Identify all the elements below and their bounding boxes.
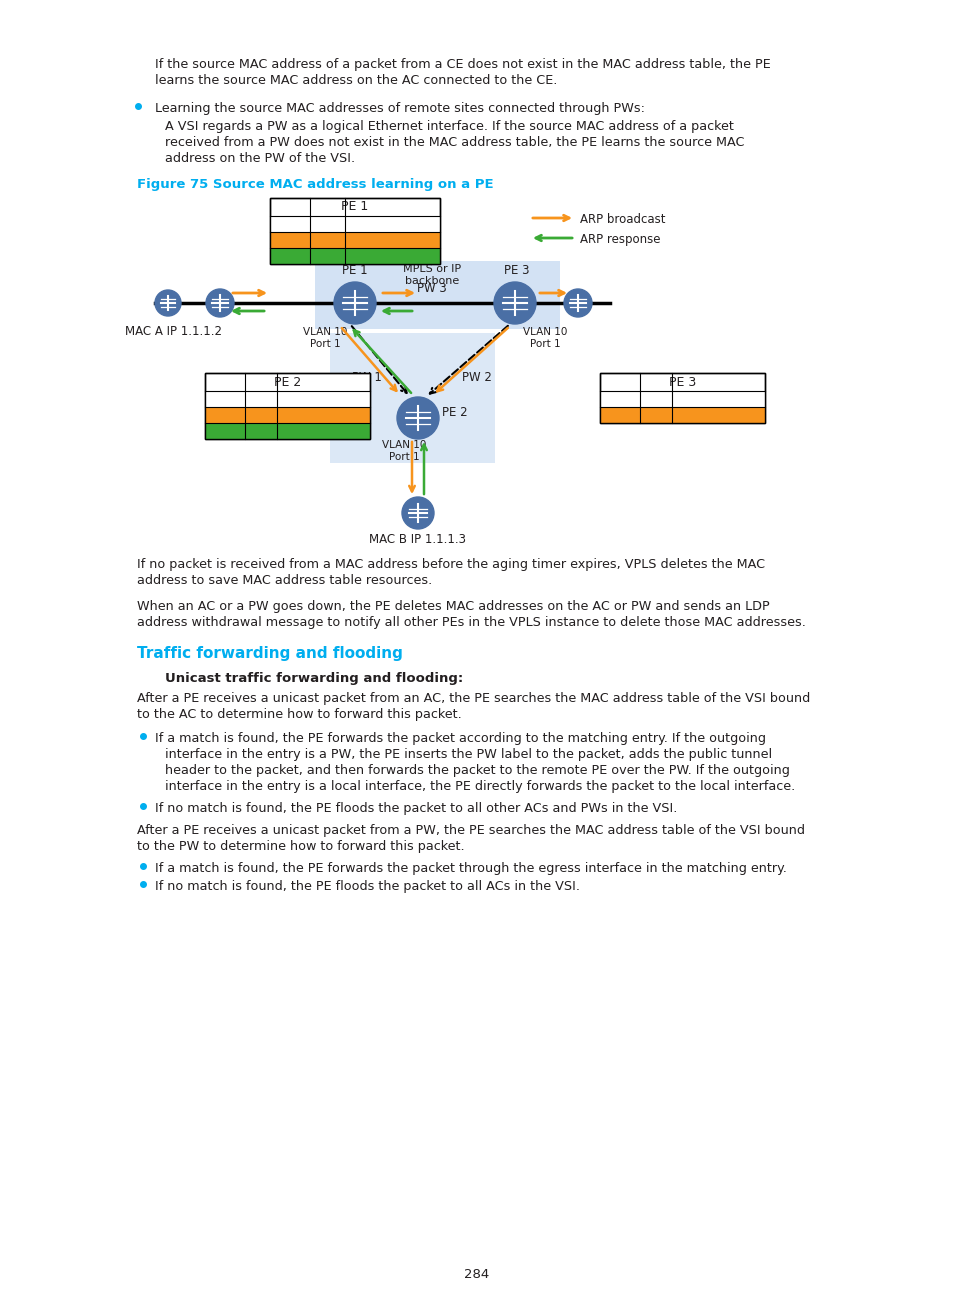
Bar xyxy=(270,198,439,264)
Text: received from a PW does not exist in the MAC address table, the PE learns the so: received from a PW does not exist in the… xyxy=(165,136,743,149)
Circle shape xyxy=(563,289,592,318)
Bar xyxy=(599,407,764,422)
Text: A VSI regards a PW as a logical Ethernet interface. If the source MAC address of: A VSI regards a PW as a logical Ethernet… xyxy=(165,121,733,133)
Text: ARP broadcast: ARP broadcast xyxy=(579,213,665,226)
Text: Vlan 10, port 1: Vlan 10, port 1 xyxy=(351,235,434,245)
Text: VPN 1: VPN 1 xyxy=(209,426,241,435)
Bar xyxy=(205,422,370,439)
Text: PE 2: PE 2 xyxy=(441,406,467,419)
Text: If no match is found, the PE floods the packet to all other ACs and PWs in the V: If no match is found, the PE floods the … xyxy=(154,802,677,815)
Text: header to the packet, and then forwards the packet to the remote PE over the PW.: header to the packet, and then forwards … xyxy=(165,765,789,778)
Text: VLAN 10
Port 1: VLAN 10 Port 1 xyxy=(381,441,426,461)
Bar xyxy=(205,373,370,439)
Bar xyxy=(205,373,370,439)
Text: If a match is found, the PE forwards the packet according to the matching entry.: If a match is found, the PE forwards the… xyxy=(154,732,765,745)
Circle shape xyxy=(154,290,181,316)
Text: If a match is found, the PE forwards the packet through the egress interface in : If a match is found, the PE forwards the… xyxy=(154,862,786,875)
Text: Port: Port xyxy=(707,394,729,404)
Text: ARP response: ARP response xyxy=(579,233,659,246)
Text: A: A xyxy=(257,410,265,420)
Text: Port: Port xyxy=(381,219,403,229)
Text: MAC: MAC xyxy=(643,394,667,404)
Text: VPN 1: VPN 1 xyxy=(603,410,636,420)
Text: PE 1: PE 1 xyxy=(342,264,368,277)
Text: B: B xyxy=(323,251,331,260)
Circle shape xyxy=(396,397,438,439)
Text: to the AC to determine how to forward this packet.: to the AC to determine how to forward th… xyxy=(137,708,461,721)
Text: interface in the entry is a PW, the PE inserts the PW label to the packet, adds : interface in the entry is a PW, the PE i… xyxy=(165,748,771,761)
Bar xyxy=(270,216,439,232)
Text: Port: Port xyxy=(313,394,334,404)
Text: Traffic forwarding and flooding: Traffic forwarding and flooding xyxy=(137,645,402,661)
Text: MAC: MAC xyxy=(314,219,339,229)
Circle shape xyxy=(206,289,233,318)
Text: PE 1: PE 1 xyxy=(341,201,368,214)
Circle shape xyxy=(334,283,375,324)
Text: to the PW to determine how to forward this packet.: to the PW to determine how to forward th… xyxy=(137,840,464,853)
Circle shape xyxy=(401,496,434,529)
Text: B: B xyxy=(257,426,265,435)
Text: MAC B IP 1.1.1.3: MAC B IP 1.1.1.3 xyxy=(369,533,466,546)
Text: PE 3: PE 3 xyxy=(668,376,696,389)
Text: interface in the entry is a local interface, the PE directly forwards the packet: interface in the entry is a local interf… xyxy=(165,780,795,793)
Text: PE 3: PE 3 xyxy=(504,264,529,277)
Text: PW 1: PW 1 xyxy=(310,410,337,420)
Text: PW 1: PW 1 xyxy=(352,371,381,384)
Text: PW 3: PW 3 xyxy=(416,283,446,295)
Bar xyxy=(205,407,370,422)
Bar xyxy=(599,391,764,407)
Bar xyxy=(270,198,439,264)
Text: PW 2: PW 2 xyxy=(461,371,492,384)
Text: PE 2: PE 2 xyxy=(274,376,301,389)
Bar xyxy=(599,373,764,422)
Bar xyxy=(599,373,764,422)
Text: 284: 284 xyxy=(464,1267,489,1280)
Text: address withdrawal message to notify all other PEs in the VPLS instance to delet: address withdrawal message to notify all… xyxy=(137,616,805,629)
Bar xyxy=(205,391,370,407)
Text: learns the source MAC address on the AC connected to the CE.: learns the source MAC address on the AC … xyxy=(154,74,557,87)
Bar xyxy=(270,248,439,264)
Text: PW 1: PW 1 xyxy=(378,251,406,260)
Text: Unicast traffic forwarding and flooding:: Unicast traffic forwarding and flooding: xyxy=(165,673,463,686)
Text: VLAN 10
Port 1: VLAN 10 Port 1 xyxy=(302,327,347,349)
Text: address on the PW of the VSI.: address on the PW of the VSI. xyxy=(165,152,355,165)
Text: If no match is found, the PE floods the packet to all ACs in the VSI.: If no match is found, the PE floods the … xyxy=(154,880,579,893)
Text: VPN 1: VPN 1 xyxy=(274,251,306,260)
Text: MAC A IP 1.1.1.2: MAC A IP 1.1.1.2 xyxy=(125,325,222,338)
Text: Vlan 10, port 1: Vlan 10, port 1 xyxy=(283,426,364,435)
Bar xyxy=(314,260,559,329)
Text: VSI: VSI xyxy=(611,394,628,404)
Text: VSI: VSI xyxy=(281,219,298,229)
Circle shape xyxy=(494,283,536,324)
Bar xyxy=(270,232,439,248)
Text: address to save MAC address table resources.: address to save MAC address table resour… xyxy=(137,574,432,587)
Text: MPLS or IP
backbone: MPLS or IP backbone xyxy=(402,264,460,285)
Text: After a PE receives a unicast packet from an AC, the PE searches the MAC address: After a PE receives a unicast packet fro… xyxy=(137,692,809,705)
Text: When an AC or a PW goes down, the PE deletes MAC addresses on the AC or PW and s: When an AC or a PW goes down, the PE del… xyxy=(137,600,769,613)
Text: A: A xyxy=(323,235,331,245)
Text: After a PE receives a unicast packet from a PW, the PE searches the MAC address : After a PE receives a unicast packet fro… xyxy=(137,824,804,837)
Text: VPN 1: VPN 1 xyxy=(274,235,306,245)
Text: Learning the source MAC addresses of remote sites connected through PWs:: Learning the source MAC addresses of rem… xyxy=(154,102,644,115)
Text: VLAN 10
Port 1: VLAN 10 Port 1 xyxy=(522,327,567,349)
Text: PW 3: PW 3 xyxy=(704,410,732,420)
Text: VPN 1: VPN 1 xyxy=(209,410,241,420)
Text: VSI: VSI xyxy=(216,394,233,404)
Text: If the source MAC address of a packet from a CE does not exist in the MAC addres: If the source MAC address of a packet fr… xyxy=(154,58,770,71)
Text: A: A xyxy=(652,410,659,420)
Text: If no packet is received from a MAC address before the aging timer expires, VPLS: If no packet is received from a MAC addr… xyxy=(137,559,764,572)
Bar xyxy=(330,333,495,463)
Text: MAC: MAC xyxy=(249,394,273,404)
Text: Figure 75 Source MAC address learning on a PE: Figure 75 Source MAC address learning on… xyxy=(137,178,493,191)
